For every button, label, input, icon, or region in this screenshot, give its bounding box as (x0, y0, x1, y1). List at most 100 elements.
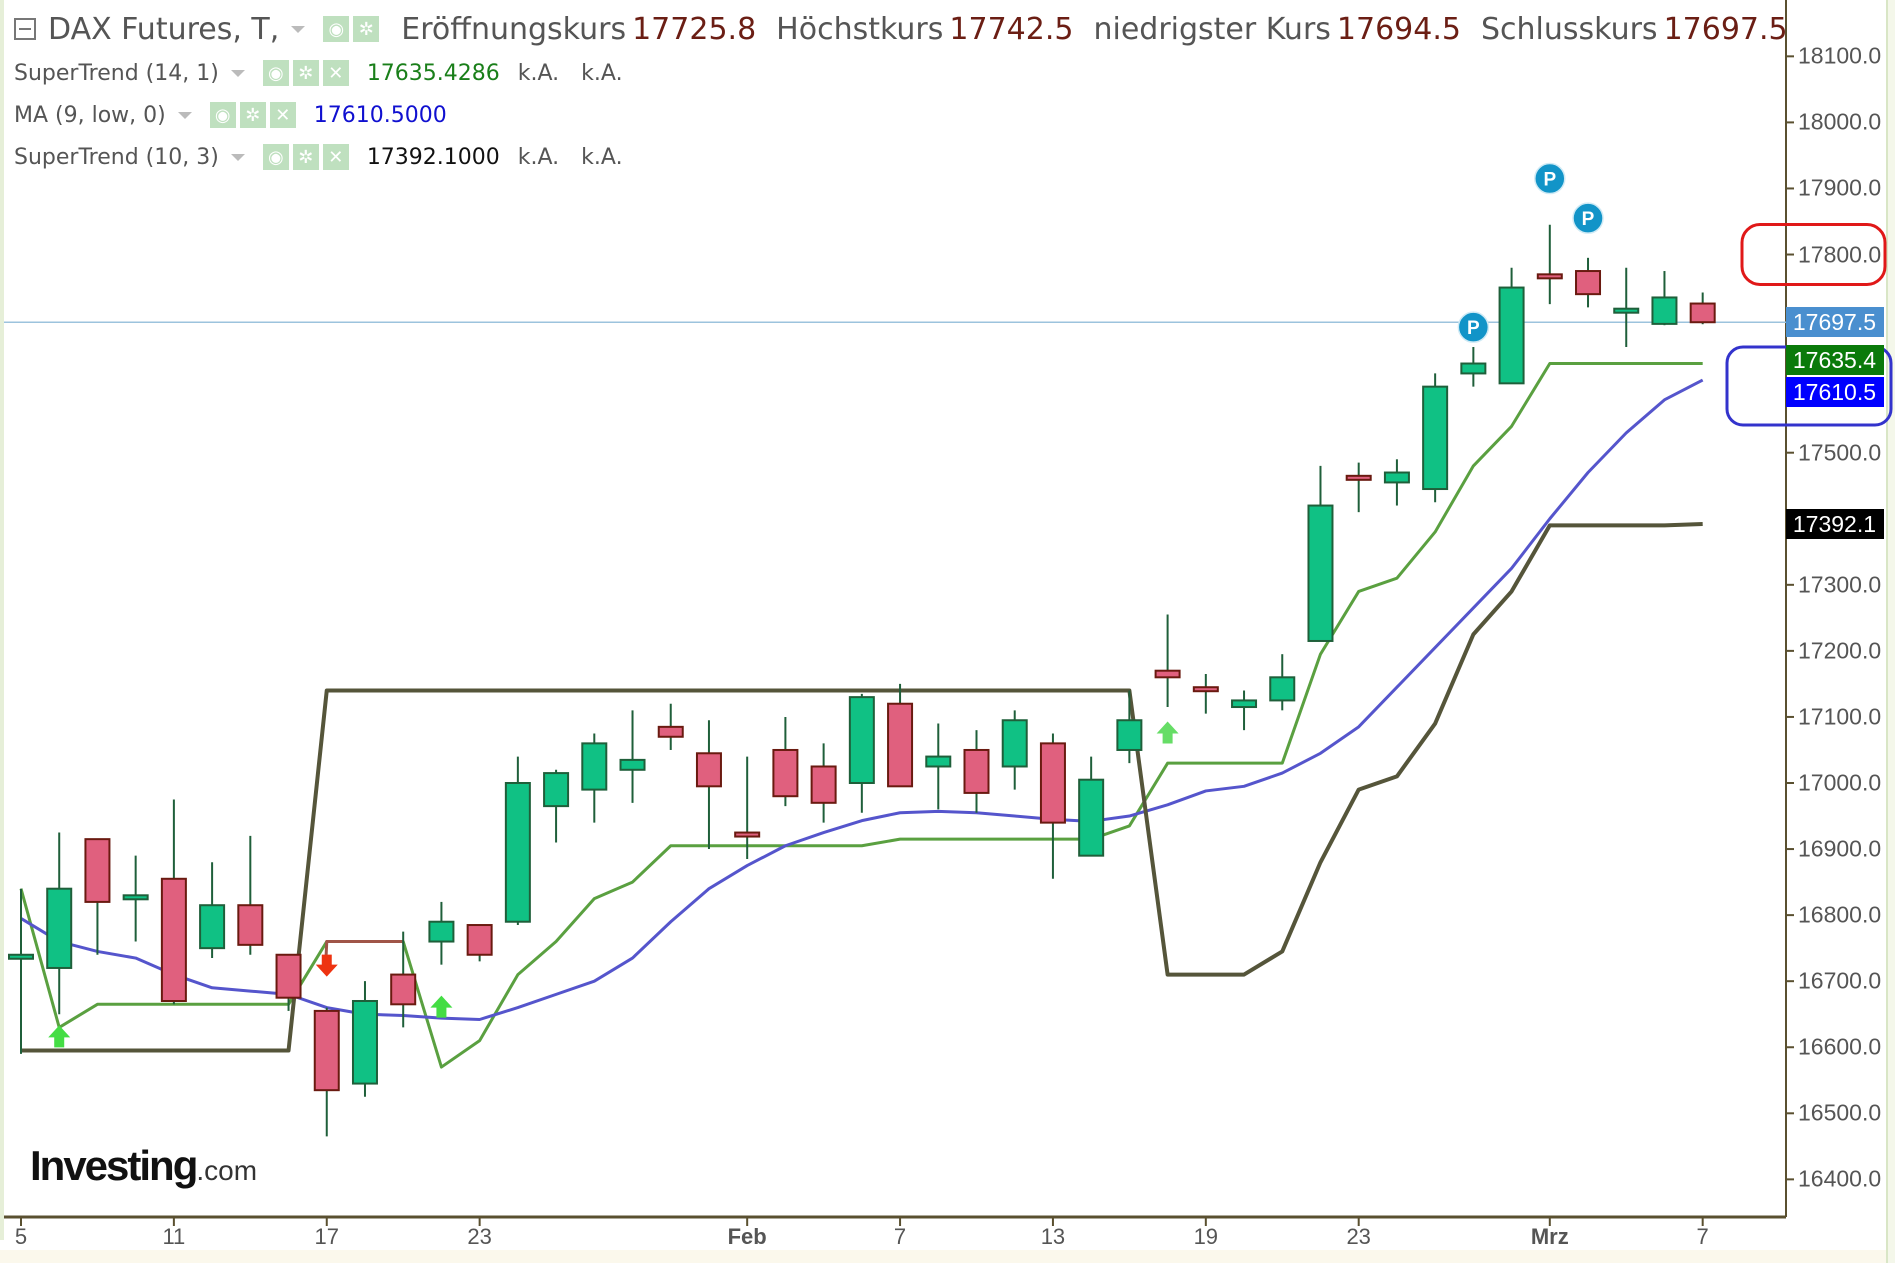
candle-up (1078, 778, 1105, 857)
indicator-name[interactable]: MA (9, low, 0) (14, 102, 166, 128)
candle-up (199, 904, 226, 950)
candle-up (1001, 719, 1028, 768)
candle-down (313, 1009, 340, 1092)
eye-icon[interactable]: ◉ (262, 144, 289, 170)
price-tag: 17635.4 (1786, 345, 1884, 376)
candle-down (657, 725, 684, 738)
price-tag: 17610.5 (1786, 376, 1884, 407)
x-tick-label: 23 (467, 1224, 492, 1249)
candle-up (581, 742, 608, 791)
x-tick-label: 11 (162, 1224, 186, 1249)
legend-main-row: DAX Futures, T, ◉ ✲ Eröffnungskurs 17725… (14, 6, 1808, 52)
low-value: 17694.5 (1336, 11, 1461, 47)
candle-up (351, 999, 378, 1085)
candle-up (1307, 504, 1334, 642)
indicator-value: 17635.4286 (366, 60, 500, 86)
close-icon[interactable]: ✕ (322, 144, 349, 170)
y-tick-label: 16800.0 (1798, 901, 1882, 928)
red-highlight-box (1740, 223, 1887, 287)
up-arrow-icon (1156, 721, 1179, 744)
candle-up (1231, 699, 1258, 709)
candle-up (46, 887, 73, 969)
candle-down (1536, 273, 1563, 280)
indicator-row-ma-9: MA (9, low, 0) ◉ ✲ ✕ 17610.5000 (14, 94, 1808, 136)
candle-down (887, 702, 914, 788)
y-tick-label: 17300.0 (1798, 571, 1882, 598)
pivot-label: P (1467, 318, 1480, 339)
caret-down-icon[interactable] (230, 69, 245, 77)
up-arrow-icon (48, 1025, 71, 1048)
caret-down-icon[interactable] (291, 25, 306, 33)
y-tick-label: 17000.0 (1798, 769, 1882, 796)
high-value: 17742.5 (949, 11, 1074, 47)
y-tick-label: 16900.0 (1798, 835, 1882, 862)
high-label: Höchstkurs (776, 11, 944, 47)
y-tick-label: 18000.0 (1798, 108, 1882, 135)
left-border (0, 0, 4, 1240)
y-tick-label: 17500.0 (1798, 439, 1882, 466)
symbol-title: DAX Futures, T, (48, 11, 280, 47)
eye-icon[interactable]: ◉ (262, 60, 289, 86)
caret-down-icon[interactable] (177, 111, 192, 119)
y-tick-label: 16400.0 (1798, 1165, 1882, 1192)
candle-down (275, 953, 302, 999)
eye-icon[interactable]: ◉ (323, 16, 350, 42)
low-label: niedrigster Kurs (1093, 11, 1331, 47)
candle-down (810, 765, 837, 804)
indicator-line (324, 940, 404, 959)
indicator-name[interactable]: SuperTrend (10, 3) (14, 144, 219, 170)
pivot-marker (1572, 202, 1604, 234)
gear-icon[interactable]: ✲ (239, 102, 266, 128)
candle-up (1460, 362, 1487, 375)
candle-up (619, 758, 646, 771)
indicator-line (21, 522, 1703, 1053)
indicator-name[interactable]: SuperTrend (14, 1) (14, 60, 219, 86)
up-arrow-icon (430, 995, 453, 1018)
indicator-line (20, 378, 1704, 1021)
open-label: Eröffnungskurs (401, 11, 627, 47)
caret-down-icon[interactable] (230, 153, 245, 161)
gear-icon[interactable]: ✲ (292, 144, 319, 170)
right-border (1886, 0, 1895, 1263)
close-icon[interactable]: ✕ (322, 60, 349, 86)
indicator-value: 17392.1000 (366, 144, 500, 170)
indicator-extra: k.A. (517, 60, 560, 86)
gear-icon[interactable]: ✲ (353, 16, 380, 42)
candle-up (8, 953, 34, 960)
pivot-marker (1534, 162, 1566, 195)
logo-suffix: .com (196, 1155, 258, 1186)
close-label: Schlusskurs (1480, 11, 1658, 47)
collapse-icon[interactable] (14, 18, 36, 40)
y-tick-label: 17800.0 (1798, 241, 1882, 268)
price-tag: 17392.1 (1786, 508, 1884, 539)
open-value: 17725.8 (632, 11, 757, 47)
y-tick-label: 16600.0 (1798, 1033, 1882, 1060)
close-icon[interactable]: ✕ (269, 102, 296, 128)
price-tag: 17697.5 (1786, 307, 1884, 338)
gear-icon[interactable]: ✲ (292, 60, 319, 86)
candle-down (1689, 302, 1716, 324)
x-tick-label: Mrz (1530, 1224, 1569, 1249)
x-tick-label: 17 (314, 1224, 339, 1249)
x-tick-label: 13 (1040, 1224, 1066, 1249)
y-tick-label: 16500.0 (1798, 1099, 1882, 1126)
candle-down (466, 924, 493, 956)
candle-up (1498, 286, 1525, 385)
indicator-extra: k.A. (517, 144, 560, 170)
candle-up (543, 772, 570, 808)
candle-up (504, 782, 531, 923)
pivot-label: P (1582, 209, 1595, 230)
x-tick-label: 7 (893, 1224, 907, 1249)
candle-up (1116, 719, 1143, 751)
candle-down (1039, 742, 1066, 824)
y-tick-label: 17900.0 (1798, 174, 1882, 201)
eye-icon[interactable]: ◉ (209, 102, 236, 128)
x-tick-label: Feb (727, 1224, 767, 1249)
candle-down (772, 748, 799, 798)
pivot-label: P (1543, 170, 1556, 191)
candle-up (122, 894, 149, 901)
candle-down (390, 973, 417, 1006)
logo-brand: Investing (30, 1142, 198, 1189)
x-tick-label: 23 (1346, 1224, 1371, 1249)
